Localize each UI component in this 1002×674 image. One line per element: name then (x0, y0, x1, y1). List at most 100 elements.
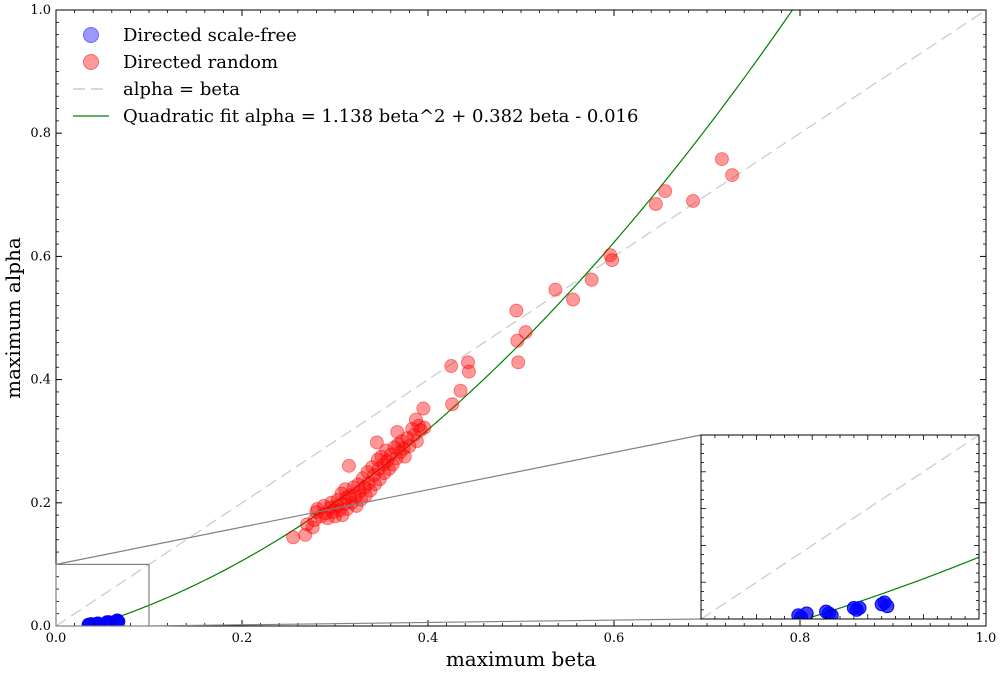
point-random (342, 488, 357, 503)
legend-label-identity: alpha = beta (123, 79, 240, 100)
zoom-region-box (55, 563, 150, 627)
legend-label-scale-free: Directed scale-free (123, 25, 297, 46)
point-random (370, 452, 385, 467)
inset-fit-curve (812, 556, 979, 618)
point-random (407, 428, 422, 443)
inset-point-scale-free (880, 599, 895, 614)
point-random (367, 477, 382, 492)
point-random (352, 484, 367, 499)
y-tick-label: 0.0 (30, 619, 51, 634)
point-random (518, 325, 533, 340)
point-random (371, 461, 386, 476)
inset-point-scale-free (852, 600, 867, 615)
legend-marker-scale-free (83, 27, 99, 43)
point-random (409, 434, 424, 449)
point-random (365, 460, 380, 475)
point-random (390, 424, 405, 439)
point-random (361, 476, 376, 491)
point-random (453, 383, 468, 398)
legend-label-random: Directed random (123, 52, 278, 73)
point-random (394, 434, 409, 449)
point-random (305, 520, 320, 535)
point-random (334, 486, 349, 501)
point-random (341, 458, 356, 473)
zoom-connector-top (55, 434, 702, 565)
point-random (389, 451, 404, 466)
point-random (374, 449, 389, 464)
point-random (314, 509, 329, 524)
point-random (328, 509, 342, 524)
point-random (714, 152, 729, 167)
point-scale-free (111, 614, 126, 626)
point-random (584, 272, 599, 287)
point-random (413, 423, 428, 438)
point-random (511, 355, 526, 370)
point-random (566, 292, 581, 307)
point-random (363, 483, 378, 498)
y-tick-label: 1.0 (30, 3, 51, 18)
point-random (461, 364, 476, 379)
point-random (376, 457, 391, 472)
legend: Directed scale-free Directed random alph… (73, 25, 638, 127)
y-axis-label: maximum alpha (1, 237, 25, 399)
point-random (330, 492, 345, 507)
point-random (445, 397, 460, 412)
legend-label-fit: Quadratic fit alpha = 1.138 beta^2 + 0.3… (123, 106, 638, 127)
point-random (335, 508, 350, 523)
point-random (357, 480, 372, 495)
point-random (355, 471, 370, 486)
point-random (402, 439, 417, 454)
point-random (377, 466, 392, 481)
point-random (400, 431, 415, 446)
y-tick-label: 0.8 (30, 126, 51, 141)
zoom-connector-bottom (148, 618, 702, 627)
point-random (326, 505, 341, 520)
point-random (338, 482, 353, 497)
legend-marker-random (83, 54, 99, 70)
point-random (379, 443, 394, 458)
point-random (444, 359, 459, 374)
point-random (298, 527, 313, 542)
point-random (385, 457, 400, 472)
y-tick-label: 0.2 (30, 496, 51, 511)
point-random (548, 282, 563, 297)
point-random (603, 248, 618, 263)
point-random (725, 168, 740, 183)
point-random (605, 253, 620, 268)
point-random (658, 184, 673, 199)
point-random (648, 197, 663, 212)
x-tick-label: 1.0 (976, 631, 997, 646)
point-random (367, 468, 382, 483)
inset-identity-line (701, 435, 979, 619)
point-random (348, 489, 363, 504)
y-tick-label: 0.4 (30, 373, 51, 388)
x-tick-label: 0.4 (418, 631, 439, 646)
point-random (510, 333, 525, 348)
point-random (380, 453, 395, 468)
point-random (686, 193, 701, 208)
point-random (397, 449, 412, 464)
inset-point-scale-free (799, 606, 814, 619)
point-random (393, 445, 408, 460)
point-random (509, 303, 524, 318)
point-random (391, 437, 406, 452)
x-tick-label: 0.6 (604, 631, 625, 646)
x-axis-label: maximum beta (446, 647, 596, 671)
x-tick-label: 0.0 (46, 631, 67, 646)
point-random (316, 498, 331, 513)
identity-line (56, 10, 986, 626)
x-tick-label: 0.8 (790, 631, 811, 646)
point-random (369, 435, 384, 450)
point-random (286, 530, 301, 545)
point-random (300, 517, 315, 532)
point-random (381, 461, 396, 476)
point-random (320, 511, 335, 526)
fit-curve (93, 10, 794, 626)
point-random (417, 420, 432, 435)
point-random (408, 412, 423, 427)
point-random (351, 477, 366, 492)
point-random (383, 447, 398, 462)
inset-point-scale-free (824, 608, 839, 619)
point-random (416, 401, 431, 416)
